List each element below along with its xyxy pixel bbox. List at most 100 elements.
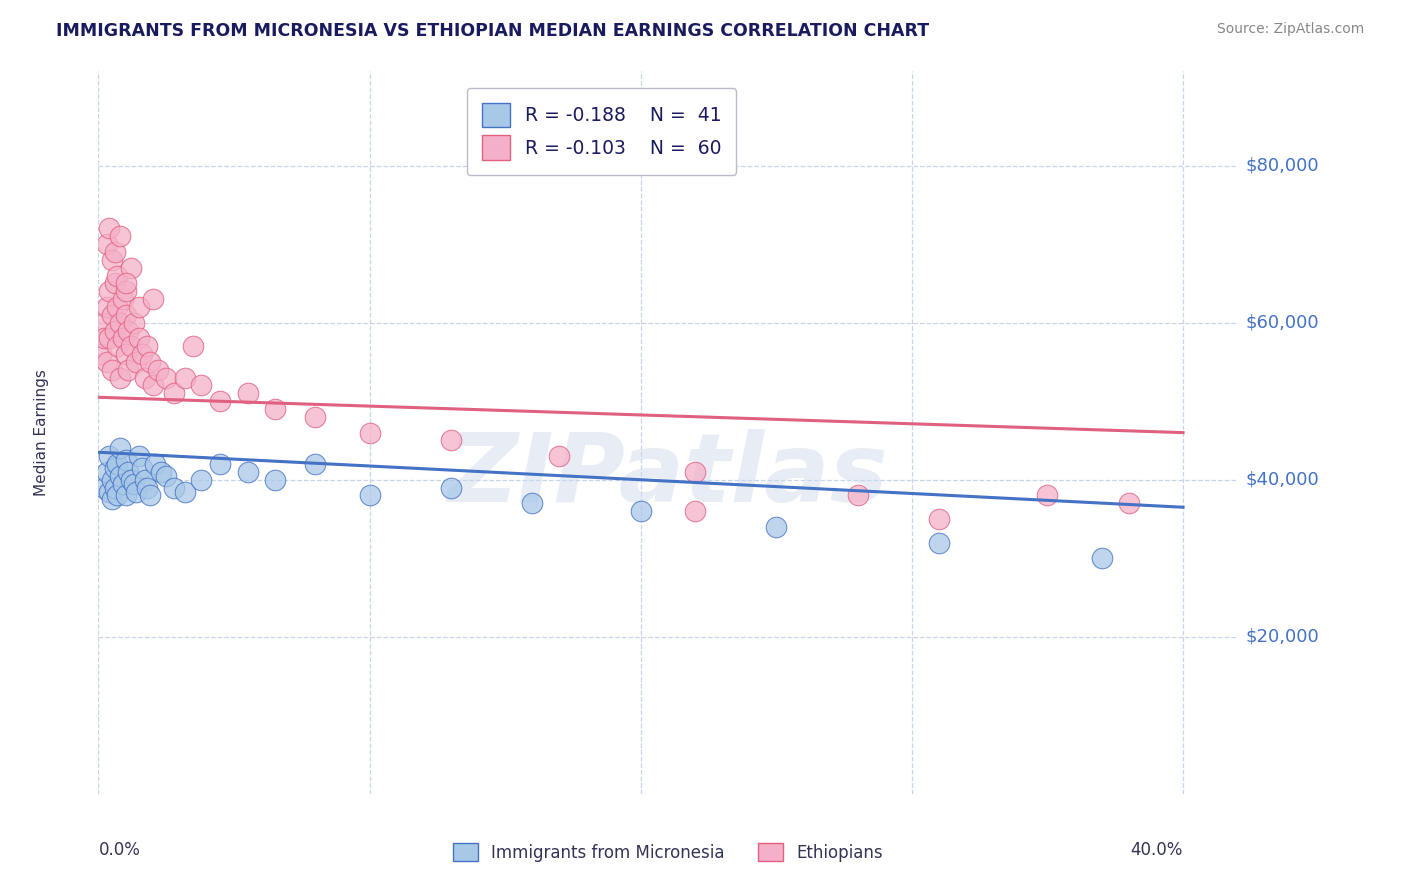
Point xyxy=(155,370,177,384)
Text: $40,000: $40,000 xyxy=(1246,471,1319,489)
Point xyxy=(107,300,129,314)
Text: $20,000: $20,000 xyxy=(1246,628,1319,646)
Point xyxy=(928,535,950,549)
Text: $80,000: $80,000 xyxy=(1246,157,1319,175)
Point xyxy=(104,481,127,495)
Point xyxy=(359,425,381,440)
Point xyxy=(108,229,131,244)
Point xyxy=(128,449,150,463)
Point xyxy=(440,481,463,495)
Point xyxy=(131,461,153,475)
Point xyxy=(122,316,145,330)
Text: $60,000: $60,000 xyxy=(1246,314,1319,332)
Point xyxy=(142,292,165,306)
Point xyxy=(1091,551,1114,566)
Point xyxy=(630,504,652,518)
Point xyxy=(104,244,127,259)
Point xyxy=(101,252,124,267)
Point xyxy=(114,308,136,322)
Point xyxy=(139,355,162,369)
Point xyxy=(117,363,139,377)
Text: IMMIGRANTS FROM MICRONESIA VS ETHIOPIAN MEDIAN EARNINGS CORRELATION CHART: IMMIGRANTS FROM MICRONESIA VS ETHIOPIAN … xyxy=(56,22,929,40)
Point xyxy=(101,473,124,487)
Legend: Immigrants from Micronesia, Ethiopians: Immigrants from Micronesia, Ethiopians xyxy=(446,837,890,869)
Point xyxy=(209,394,232,409)
Point xyxy=(174,484,197,499)
Point xyxy=(122,476,145,491)
Point xyxy=(1036,488,1059,502)
Point xyxy=(101,308,124,322)
Point xyxy=(142,378,165,392)
Point xyxy=(107,457,129,471)
Point xyxy=(263,473,285,487)
Point xyxy=(93,316,115,330)
Point xyxy=(107,268,129,283)
Point xyxy=(163,386,186,401)
Point xyxy=(440,434,463,448)
Point xyxy=(111,292,134,306)
Point xyxy=(149,465,172,479)
Text: 0.0%: 0.0% xyxy=(98,841,141,859)
Point xyxy=(183,339,205,353)
Point xyxy=(108,468,131,483)
Point xyxy=(108,370,131,384)
Point xyxy=(98,449,121,463)
Point xyxy=(263,402,285,417)
Point xyxy=(765,520,787,534)
Point xyxy=(114,347,136,361)
Point xyxy=(96,465,118,479)
Point xyxy=(236,386,259,401)
Point xyxy=(190,378,212,392)
Point xyxy=(111,331,134,345)
Point xyxy=(90,347,112,361)
Point xyxy=(236,465,259,479)
Text: Source: ZipAtlas.com: Source: ZipAtlas.com xyxy=(1216,22,1364,37)
Point xyxy=(134,370,156,384)
Point xyxy=(125,484,148,499)
Point xyxy=(107,339,129,353)
Point xyxy=(1118,496,1140,510)
Point xyxy=(96,300,118,314)
Point xyxy=(145,457,167,471)
Point xyxy=(163,481,186,495)
Point xyxy=(683,465,706,479)
Point xyxy=(120,339,142,353)
Point xyxy=(104,277,127,291)
Point xyxy=(108,442,131,456)
Point xyxy=(134,473,156,487)
Point xyxy=(155,468,177,483)
Point xyxy=(101,363,124,377)
Point xyxy=(96,355,118,369)
Point xyxy=(128,300,150,314)
Point xyxy=(174,370,197,384)
Point xyxy=(846,488,869,502)
Point xyxy=(548,449,571,463)
Point xyxy=(104,324,127,338)
Text: ZIPatlas: ZIPatlas xyxy=(447,429,889,523)
Point xyxy=(128,331,150,345)
Point xyxy=(98,484,121,499)
Point xyxy=(104,461,127,475)
Point xyxy=(114,285,136,299)
Point xyxy=(114,453,136,467)
Text: Median Earnings: Median Earnings xyxy=(34,369,49,496)
Point xyxy=(93,331,115,345)
Point xyxy=(114,488,136,502)
Point xyxy=(928,512,950,526)
Point xyxy=(98,221,121,235)
Point xyxy=(125,355,148,369)
Point xyxy=(136,481,159,495)
Point xyxy=(190,473,212,487)
Point xyxy=(98,285,121,299)
Point xyxy=(209,457,232,471)
Point xyxy=(117,465,139,479)
Point xyxy=(117,324,139,338)
Point xyxy=(120,260,142,275)
Point xyxy=(107,488,129,502)
Point xyxy=(114,277,136,291)
Point xyxy=(683,504,706,518)
Point xyxy=(120,473,142,487)
Point xyxy=(108,316,131,330)
Point xyxy=(304,409,326,424)
Point xyxy=(93,481,115,495)
